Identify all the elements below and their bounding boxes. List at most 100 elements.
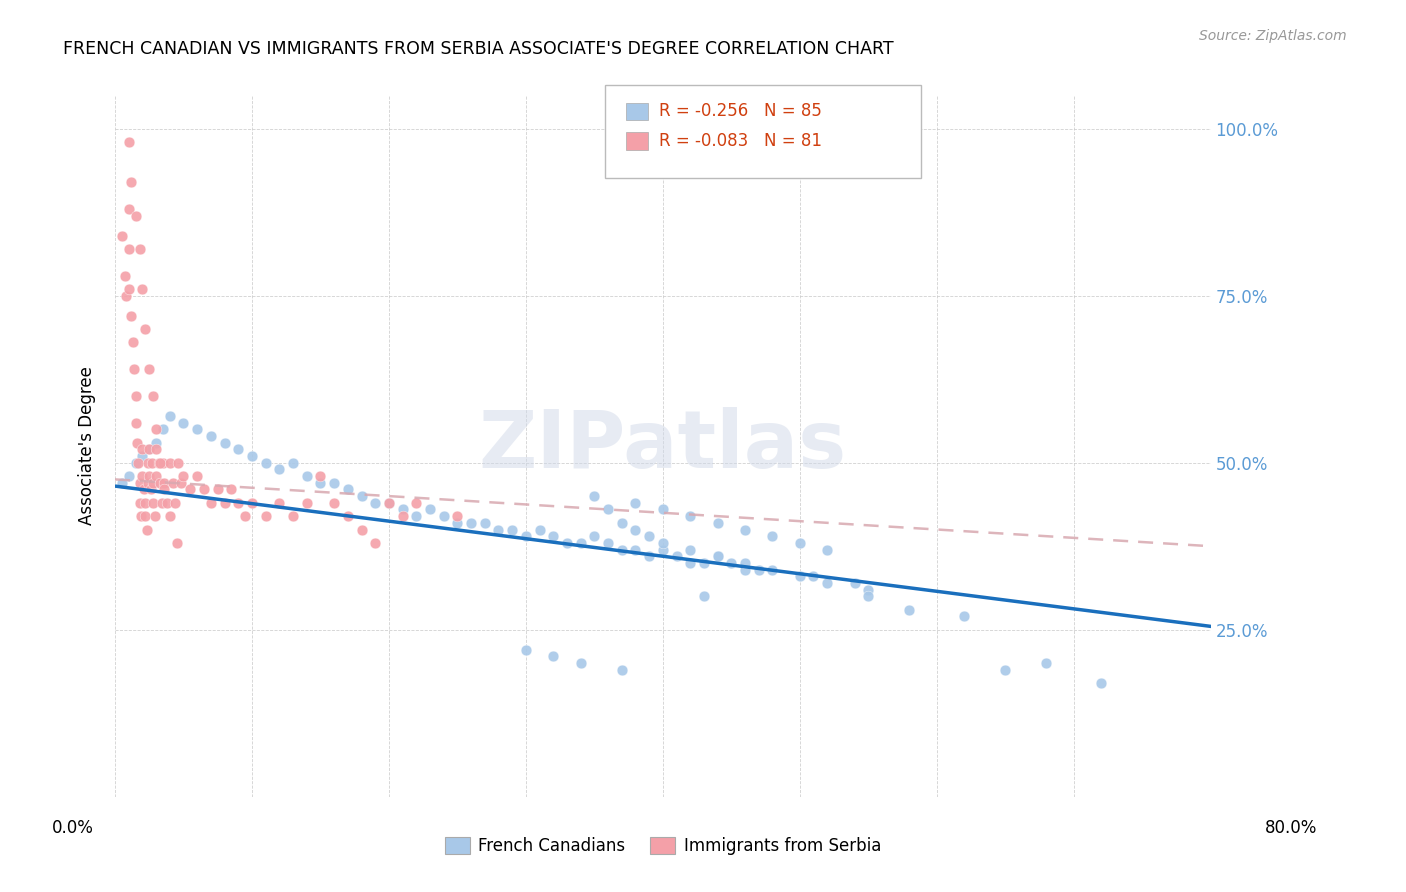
Point	[378, 496, 401, 510]
Point	[515, 642, 537, 657]
Point	[309, 475, 332, 490]
Point	[254, 456, 277, 470]
Point	[610, 542, 633, 557]
Point	[706, 549, 728, 564]
Point	[693, 556, 716, 570]
Point	[114, 268, 136, 283]
Point	[124, 209, 146, 223]
Point	[844, 576, 866, 591]
Point	[569, 656, 592, 670]
Point	[145, 422, 167, 436]
Point	[115, 288, 138, 302]
Point	[665, 549, 688, 564]
Point	[748, 563, 770, 577]
Point	[638, 549, 661, 564]
Point	[207, 483, 229, 497]
Point	[789, 569, 811, 583]
Point	[378, 496, 401, 510]
Text: R = -0.256   N = 85: R = -0.256 N = 85	[659, 103, 823, 120]
Point	[118, 202, 141, 216]
Point	[433, 509, 456, 524]
Point	[118, 135, 141, 149]
Point	[131, 469, 153, 483]
Point	[624, 542, 647, 557]
Point	[706, 516, 728, 530]
Legend: French Canadians, Immigrants from Serbia: French Canadians, Immigrants from Serbia	[439, 830, 887, 862]
Text: FRENCH CANADIAN VS IMMIGRANTS FROM SERBIA ASSOCIATE'S DEGREE CORRELATION CHART: FRENCH CANADIAN VS IMMIGRANTS FROM SERBI…	[63, 40, 894, 58]
Y-axis label: Associate's Degree: Associate's Degree	[79, 367, 96, 525]
Point	[128, 496, 150, 510]
Point	[145, 442, 167, 457]
Point	[166, 536, 188, 550]
Point	[391, 509, 413, 524]
Point	[488, 523, 510, 537]
Point	[501, 523, 523, 537]
Point	[720, 556, 742, 570]
Point	[179, 483, 201, 497]
Point	[679, 509, 702, 524]
Point	[162, 475, 184, 490]
Point	[734, 556, 756, 570]
Point	[226, 496, 249, 510]
Point	[583, 489, 606, 503]
Point	[269, 496, 291, 510]
Point	[391, 502, 413, 516]
Point	[953, 609, 976, 624]
Point	[124, 416, 146, 430]
Point	[254, 509, 277, 524]
Point	[193, 483, 215, 497]
Point	[170, 475, 193, 490]
Point	[474, 516, 496, 530]
Point	[240, 449, 263, 463]
Point	[127, 456, 149, 470]
Point	[141, 456, 163, 470]
Point	[226, 442, 249, 457]
Point	[898, 602, 921, 616]
Point	[138, 442, 160, 457]
Point	[679, 542, 702, 557]
Point	[1035, 656, 1057, 670]
Point	[309, 469, 332, 483]
Point	[120, 175, 142, 189]
Point	[124, 456, 146, 470]
Point	[596, 536, 619, 550]
Point	[529, 523, 551, 537]
Point	[138, 469, 160, 483]
Point	[173, 469, 195, 483]
Point	[135, 523, 157, 537]
Point	[419, 502, 441, 516]
Point	[596, 502, 619, 516]
Point	[142, 496, 165, 510]
Point	[295, 496, 318, 510]
Point	[145, 469, 167, 483]
Point	[134, 496, 156, 510]
Point	[134, 509, 156, 524]
Point	[148, 456, 170, 470]
Point	[515, 529, 537, 543]
Point	[240, 496, 263, 510]
Point	[651, 542, 673, 557]
Point	[364, 496, 387, 510]
Point	[124, 389, 146, 403]
Point	[405, 496, 427, 510]
Point	[131, 442, 153, 457]
Point	[118, 469, 141, 483]
Point	[214, 496, 236, 510]
Point	[651, 536, 673, 550]
Point	[761, 563, 783, 577]
Point	[624, 523, 647, 537]
Point	[139, 483, 162, 497]
Point	[159, 509, 181, 524]
Point	[136, 475, 159, 490]
Point	[323, 496, 346, 510]
Text: 80.0%: 80.0%	[1264, 819, 1317, 837]
Point	[221, 483, 243, 497]
Point	[693, 590, 716, 604]
Point	[543, 529, 565, 543]
Text: ZIPatlas: ZIPatlas	[478, 407, 846, 485]
Point	[186, 422, 208, 436]
Point	[150, 496, 173, 510]
Point	[734, 563, 756, 577]
Point	[295, 469, 318, 483]
Point	[138, 362, 160, 376]
